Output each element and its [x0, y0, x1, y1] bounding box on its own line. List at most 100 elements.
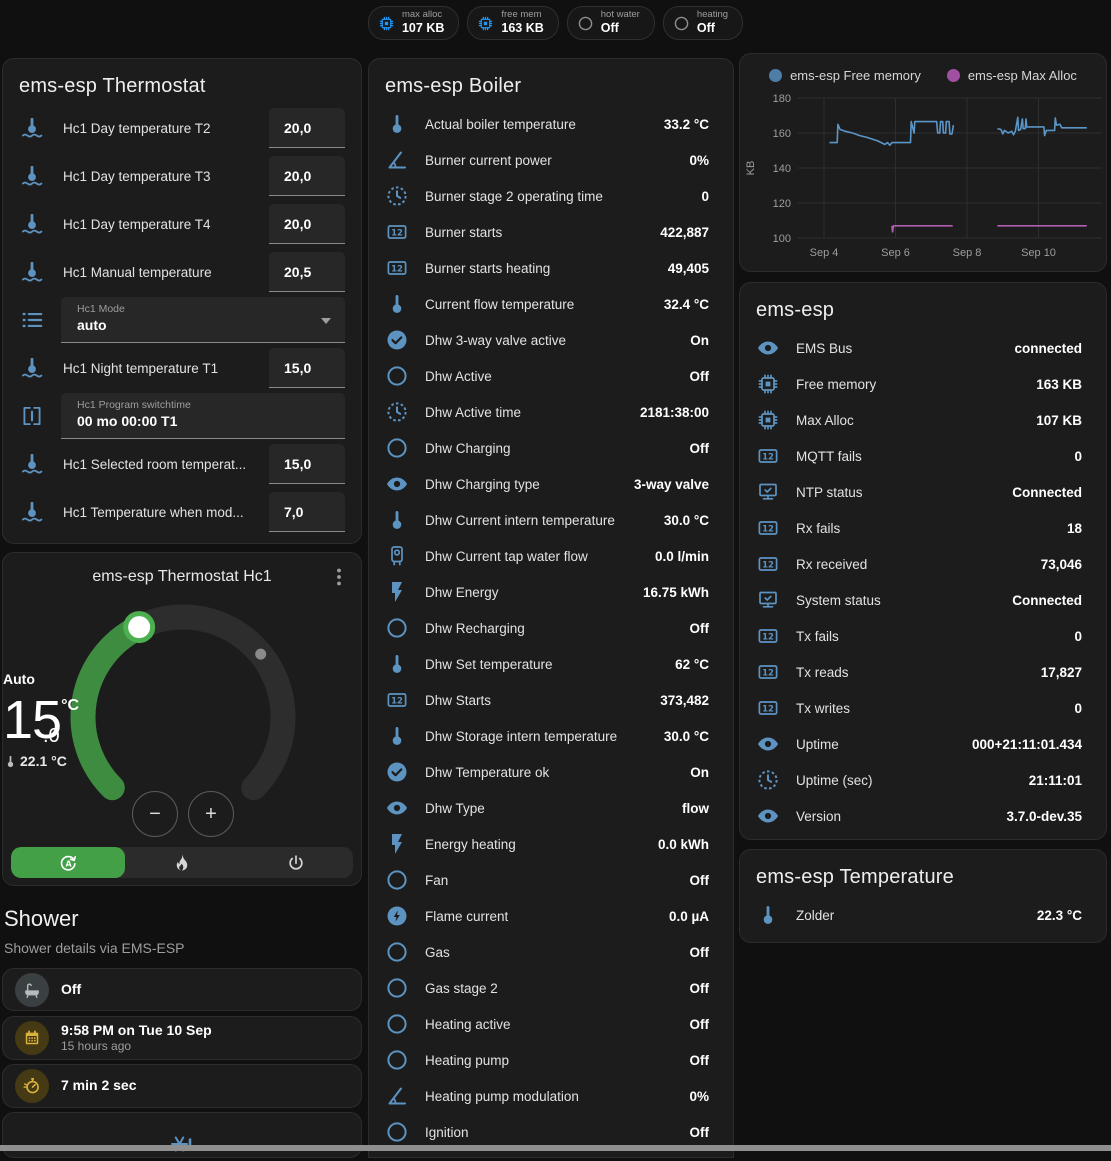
entity-value: On	[690, 332, 709, 348]
entity-row[interactable]: Gas Off	[369, 934, 733, 970]
temp-decrease-button[interactable]: −	[132, 791, 178, 837]
check-circle-icon	[385, 760, 409, 784]
bottom-scroll-strip[interactable]	[0, 1145, 1111, 1151]
card-title: ems-esp	[756, 299, 835, 321]
svg-text:12: 12	[762, 668, 774, 678]
entity-row[interactable]: NTP status Connected	[740, 474, 1106, 510]
number-input[interactable]: 20,0	[269, 204, 345, 244]
entity-row[interactable]: Dhw Recharging Off	[369, 610, 733, 646]
entity-row[interactable]: Burner current power 0%	[369, 142, 733, 178]
entity-row[interactable]: 12 Tx fails 0	[740, 618, 1106, 654]
entity-row[interactable]: Dhw Charging Off	[369, 430, 733, 466]
shower-section-subtitle: Shower details via EMS-ESP	[4, 940, 185, 956]
entity-row[interactable]: 12 MQTT fails 0	[740, 438, 1106, 474]
entity-row[interactable]: Heating pump modulation 0%	[369, 1078, 733, 1114]
entity-label: Dhw 3-way valve active	[425, 332, 567, 348]
entity-row[interactable]: System status Connected	[740, 582, 1106, 618]
entity-row[interactable]: 12 Tx writes 0	[740, 690, 1106, 726]
setting-row: Hc1 Manual temperature 20,5	[3, 248, 361, 296]
entity-row[interactable]: Energy heating 0.0 kWh	[369, 826, 733, 862]
header-chip-free-mem[interactable]: free mem 163 KB	[467, 6, 559, 40]
entity-row[interactable]: Heating pump Off	[369, 1042, 733, 1078]
dial-handle[interactable]	[123, 611, 156, 644]
temp-increase-button[interactable]: +	[188, 791, 234, 837]
entity-row[interactable]: Fan Off	[369, 862, 733, 898]
entity-row[interactable]: Free memory 163 KB	[740, 366, 1106, 402]
entity-row[interactable]: Max Alloc 107 KB	[740, 402, 1106, 438]
hvac-mode-power-button[interactable]	[239, 847, 353, 878]
header-chip-heating[interactable]: heating Off	[662, 6, 744, 40]
entity-row[interactable]: Dhw Current tap water flow 0.0 l/min	[369, 538, 733, 574]
number-input[interactable]: 20,0	[269, 156, 345, 196]
entity-row[interactable]: Dhw 3-way valve active On	[369, 322, 733, 358]
entity-row[interactable]: 12 Burner starts 422,887	[369, 214, 733, 250]
entity-row[interactable]: Dhw Temperature ok On	[369, 754, 733, 790]
entity-row[interactable]: Dhw Set temperature 62 °C	[369, 646, 733, 682]
entity-row[interactable]: Dhw Active Off	[369, 358, 733, 394]
entity-value: 32.4 °C	[663, 296, 709, 312]
number-input[interactable]: 15,0	[269, 444, 345, 484]
item-icon-badge	[15, 972, 49, 1007]
text-input[interactable]: Hc1 Program switchtime 00 mo 00:00 T1	[61, 393, 345, 439]
entity-label: Dhw Active	[425, 368, 492, 384]
number-input[interactable]: 20,0	[269, 108, 345, 148]
number-input[interactable]: 7,0	[269, 492, 345, 532]
shower-item[interactable]: Off	[2, 968, 362, 1011]
entity-row[interactable]: Uptime (sec) 21:11:01	[740, 762, 1106, 798]
entity-row[interactable]: EMS Bus connected	[740, 330, 1106, 366]
angle-acute-icon	[385, 148, 409, 172]
circle-outline-icon	[385, 940, 409, 964]
legend-item[interactable]: ems-esp Max Alloc	[946, 68, 1077, 83]
number-input[interactable]: 15,0	[269, 348, 345, 388]
setting-label: Hc1 Day temperature T4	[63, 216, 211, 232]
mode-select[interactable]: Hc1 Mode auto	[61, 297, 345, 343]
more-options-icon[interactable]	[327, 565, 351, 589]
chevron-down-icon[interactable]	[321, 318, 331, 324]
entity-label: Ignition	[425, 1124, 469, 1140]
entity-row[interactable]: 12 Dhw Starts 373,482	[369, 682, 733, 718]
entity-row[interactable]: 12 Tx reads 17,827	[740, 654, 1106, 690]
entity-row[interactable]: Heating active Off	[369, 1006, 733, 1042]
memory-history-chart-card[interactable]: ems-esp Free memory ems-esp Max Alloc 10…	[739, 53, 1107, 272]
entity-row[interactable]: Flame current 0.0 µA	[369, 898, 733, 934]
entity-row[interactable]: Zolder 22.3 °C	[740, 897, 1106, 933]
entity-row[interactable]: Dhw Current intern temperature 30.0 °C	[369, 502, 733, 538]
format-list-icon	[19, 307, 45, 333]
entity-value: On	[690, 764, 709, 780]
legend-item[interactable]: ems-esp Free memory	[769, 68, 921, 83]
entity-row[interactable]: Dhw Type flow	[369, 790, 733, 826]
shower-item[interactable]	[2, 1112, 362, 1158]
entity-row[interactable]: Dhw Energy 16.75 kWh	[369, 574, 733, 610]
entity-label: Dhw Charging type	[425, 476, 540, 492]
hvac-mode-label: Auto	[3, 671, 35, 687]
counter-icon: 12	[756, 516, 780, 540]
hvac-mode-thermostat-auto-button[interactable]: A	[11, 847, 125, 878]
entity-row[interactable]: Dhw Charging type 3-way valve	[369, 466, 733, 502]
entity-label: Tx fails	[796, 628, 839, 644]
number-input[interactable]: 20,5	[269, 252, 345, 292]
header-chip-hot-water[interactable]: hot water Off	[566, 6, 655, 40]
svg-text:12: 12	[391, 264, 403, 274]
entity-row[interactable]: Gas stage 2 Off	[369, 970, 733, 1006]
shower-item[interactable]: 7 min 2 sec	[2, 1064, 362, 1108]
entity-row[interactable]: Burner stage 2 operating time 0	[369, 178, 733, 214]
entity-label: Dhw Recharging	[425, 620, 525, 636]
entity-value: 0.0 kWh	[657, 836, 709, 852]
entity-row[interactable]: Version 3.7.0-dev.35	[740, 798, 1106, 834]
entity-row[interactable]: Ignition Off	[369, 1114, 733, 1150]
entity-row[interactable]: Dhw Active time 2181:38:00	[369, 394, 733, 430]
shower-item[interactable]: 9:58 PM on Tue 10 Sep 15 hours ago	[2, 1016, 362, 1060]
entity-row[interactable]: 12 Rx fails 18	[740, 510, 1106, 546]
hvac-mode-fire-button[interactable]	[125, 847, 239, 878]
eye-icon	[385, 472, 409, 496]
entity-row[interactable]: 12 Rx received 73,046	[740, 546, 1106, 582]
entity-row[interactable]: Dhw Storage intern temperature 30.0 °C	[369, 718, 733, 754]
valve-icon	[19, 403, 45, 429]
thermostat-dial[interactable]	[63, 597, 303, 837]
header-chip-max-alloc[interactable]: max alloc 107 KB	[367, 6, 460, 40]
svg-text:120: 120	[773, 198, 791, 210]
entity-row[interactable]: Actual boiler temperature 33.2 °C	[369, 106, 733, 142]
entity-row[interactable]: Uptime 000+21:11:01.434	[740, 726, 1106, 762]
entity-row[interactable]: 12 Burner starts heating 49,405	[369, 250, 733, 286]
entity-row[interactable]: Current flow temperature 32.4 °C	[369, 286, 733, 322]
